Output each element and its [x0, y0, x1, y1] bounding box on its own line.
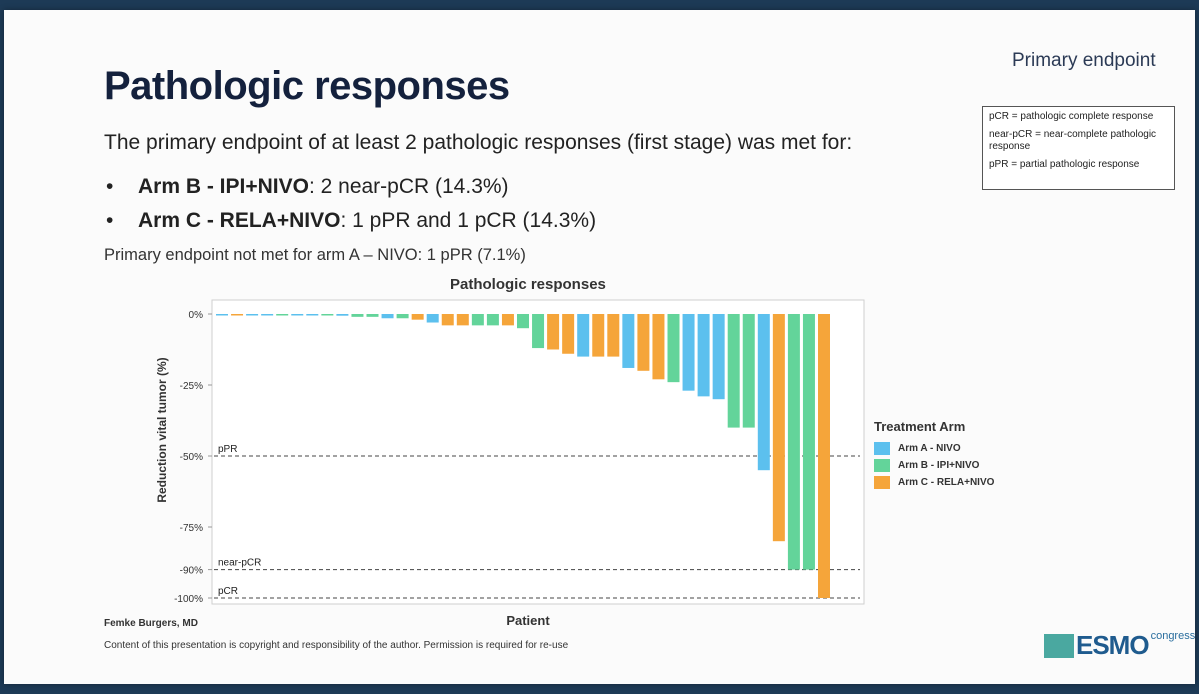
bar-arm-a — [246, 314, 259, 316]
bar-arm-b — [727, 314, 740, 428]
bullet-bold: Arm C - RELA+NIVO — [138, 209, 341, 232]
bar-arm-a — [622, 314, 635, 368]
legend: Treatment Arm Arm A - NIVO Arm B - IPI+N… — [874, 419, 994, 491]
bar-arm-b — [351, 314, 364, 317]
bar-arm-b — [486, 314, 499, 326]
bar-arm-a — [261, 314, 274, 316]
bar-arm-c — [231, 314, 244, 316]
logo-esmo-text: ESMO — [1076, 630, 1150, 660]
bullet-bold: Arm B - IPI+NIVO — [138, 175, 309, 198]
page-title: Pathologic responses — [104, 64, 510, 108]
copyright-notice: Content of this presentation is copyrigh… — [104, 640, 569, 651]
bar-arm-a — [426, 314, 439, 323]
bar-arm-a — [577, 314, 590, 357]
bar-arm-c — [562, 314, 575, 354]
plot-area — [211, 299, 865, 605]
legend-label: Arm A - NIVO — [898, 443, 961, 454]
y-tick-label: -100% — [174, 594, 203, 605]
bullet-arm-b: • Arm B - IPI+NIVO: 2 near-pCR (14.3%) — [106, 175, 509, 199]
bar-arm-b — [742, 314, 755, 428]
bullet-rest: : 1 pPR and 1 pCR (14.3%) — [340, 209, 597, 232]
bar-arm-a — [757, 314, 770, 471]
bar-arm-a — [712, 314, 725, 400]
esmo-logo: ESMO congress — [1044, 630, 1195, 658]
y-tick-label: -25% — [180, 381, 203, 392]
bar-arm-c — [772, 314, 785, 542]
bar-arm-c — [652, 314, 665, 380]
y-tick-label: -90% — [180, 566, 203, 577]
bar-arm-b — [802, 314, 815, 570]
legend-title: Treatment Arm — [874, 419, 966, 434]
threshold-label: pCR — [218, 586, 238, 597]
chart-title: Pathologic responses — [450, 276, 606, 293]
bar-arm-c — [547, 314, 560, 350]
y-tick-label: -75% — [180, 523, 203, 534]
bar-arm-a — [306, 314, 319, 316]
bar-arm-c — [637, 314, 650, 371]
bullet-dot-icon: • — [106, 175, 114, 198]
section-label: Primary endpoint — [1012, 50, 1156, 71]
threshold-label: near-pCR — [218, 558, 261, 569]
bar-arm-b — [787, 314, 800, 570]
bar-arm-c — [411, 314, 424, 320]
bar-arm-b — [396, 314, 409, 319]
bar-arm-a — [697, 314, 710, 397]
waterfall-chart: pPR near-pCR pCR 0% -25% -50% -75% -90% -100% R… — [155, 299, 865, 628]
legend-label: Arm B - IPI+NIVO — [898, 460, 980, 471]
y-tick-label: 0% — [189, 310, 204, 321]
legend-label: Arm C - RELA+NIVO — [898, 477, 995, 488]
bar-arm-a — [336, 314, 349, 316]
bar-arm-a — [291, 314, 304, 316]
bar-arm-a — [381, 314, 394, 319]
bullet-arm-c: • Arm C - RELA+NIVO: 1 pPR and 1 pCR (14.… — [106, 209, 596, 233]
bar-arm-b — [532, 314, 545, 349]
bar-arm-b — [471, 314, 484, 326]
legend-item-arm-a: Arm A - NIVO — [874, 440, 994, 457]
y-tick-label: -50% — [180, 452, 203, 463]
definition-near-pcr: near-pCR = near-complete pathologic resp… — [989, 128, 1157, 153]
definition-pcr: pCR = pathologic complete response — [989, 111, 1154, 122]
logo-congress-text: congress — [1150, 630, 1196, 642]
legend-swatch — [874, 442, 890, 455]
bar-arm-b — [517, 314, 529, 329]
threshold-label: pPR — [218, 444, 237, 455]
bar-arm-b — [366, 314, 379, 317]
note-text: Primary endpoint not met for arm A – NIV… — [104, 246, 526, 264]
definition-ppr: pPR = partial pathologic response — [989, 158, 1140, 170]
slide: Pathologic responses Primary endpoint pC… — [4, 10, 1195, 684]
legend-item-arm-b: Arm B - IPI+NIVO — [874, 457, 994, 474]
bar-arm-b — [276, 314, 289, 316]
legend-swatch — [874, 459, 890, 472]
x-axis-label: Patient — [506, 613, 550, 628]
y-axis-label: Reduction vital tumor (%) — [155, 357, 169, 502]
bar-arm-a — [216, 314, 228, 316]
author-name: Femke Burgers, MD — [104, 618, 198, 629]
legend-item-arm-c: Arm C - RELA+NIVO — [874, 474, 994, 491]
bullet-dot-icon: • — [106, 209, 114, 232]
bullet-rest: : 2 near-pCR (14.3%) — [308, 175, 509, 198]
bar-arm-c — [441, 314, 454, 326]
bar-arm-b — [667, 314, 680, 383]
bar-arm-c — [607, 314, 620, 357]
bar-arm-c — [818, 314, 830, 598]
bar-arm-c — [456, 314, 469, 326]
intro-text: The primary endpoint of at least 2 patho… — [104, 131, 853, 154]
bar-arm-c — [592, 314, 605, 357]
bar-arm-c — [501, 314, 514, 326]
definitions-box: pCR = pathologic complete response near-… — [982, 106, 1175, 190]
legend-swatch — [874, 476, 890, 489]
logo-badge — [1044, 634, 1074, 658]
bar-arm-b — [321, 314, 334, 316]
bar-arm-a — [682, 314, 695, 391]
